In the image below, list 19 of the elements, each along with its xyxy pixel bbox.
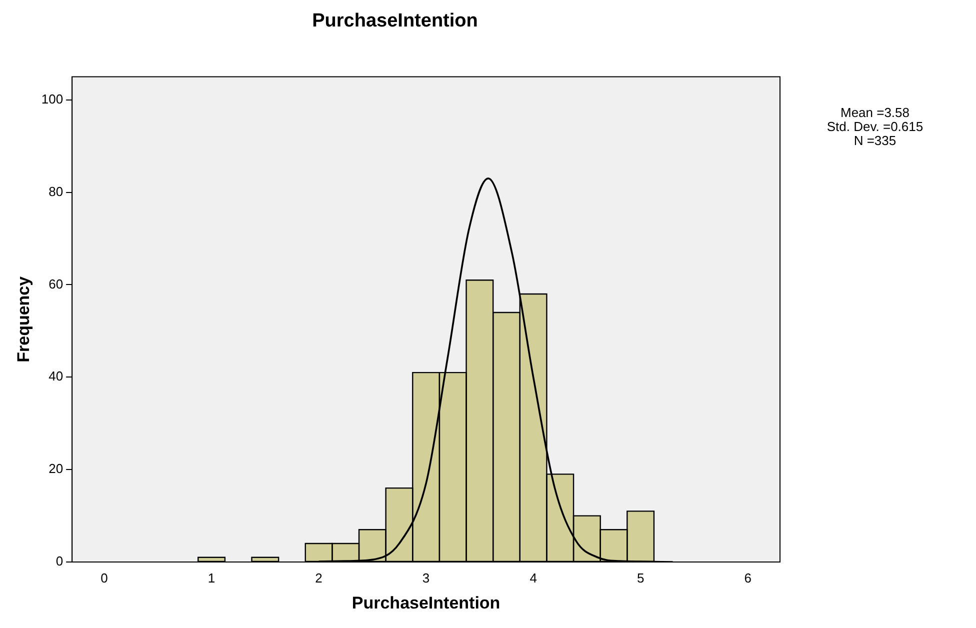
x-tick-label: 4 [530, 570, 537, 586]
x-tick-label: 2 [315, 570, 322, 586]
y-tick-label: 100 [41, 91, 64, 106]
x-tick-label: 5 [636, 570, 644, 586]
y-axis-title: Frequency [14, 276, 33, 362]
text: N =335 [852, 133, 898, 148]
x-tick-label: 3 [422, 570, 430, 586]
x-tick-label: 6 [744, 570, 752, 586]
y-tick-label: 40 [48, 368, 64, 384]
chart-title: PurchaseIntention [312, 10, 478, 32]
y-tick-label: 20 [48, 461, 64, 476]
y-tick-label: 0 [56, 554, 64, 569]
text: Mean =3.58 [839, 105, 911, 120]
x-axis-title: PurchaseIntention [352, 593, 500, 612]
text: Std. Dev. =0.615 [826, 119, 924, 134]
x-tick-label: 1 [208, 570, 216, 586]
y-tick-label: 80 [48, 184, 64, 199]
x-tick-label: 0 [100, 570, 108, 586]
y-tick-label: 60 [48, 276, 64, 292]
